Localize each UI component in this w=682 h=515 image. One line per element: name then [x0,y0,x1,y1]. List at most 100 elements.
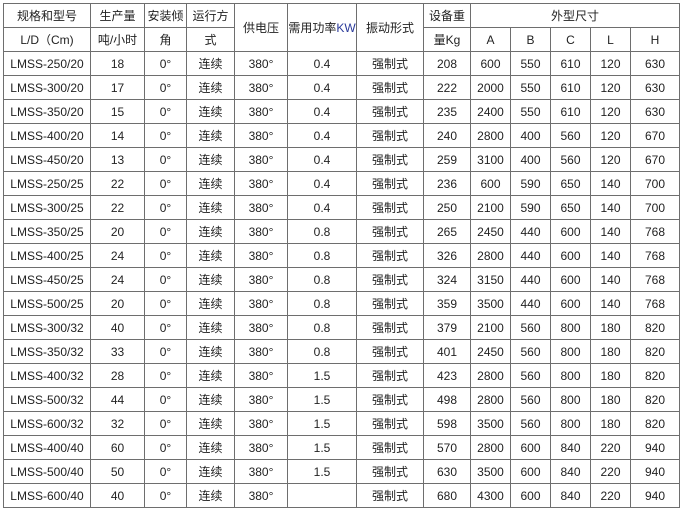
cell-weight: 240 [423,123,471,148]
cell-power: 1.5 [287,387,357,412]
cell-mode: 连续 [186,99,235,124]
cell-weight: 236 [423,171,471,196]
cell-dim-h: 700 [630,195,680,220]
cell-dim-h: 630 [630,51,680,76]
cell-dim-h: 940 [630,435,680,460]
cell-dim-b: 400 [510,147,551,172]
header-capacity: 生产量 [90,3,145,28]
cell-vibration: 强制式 [356,267,424,292]
header-power-unit: KW [336,21,356,35]
cell-angle: 0° [144,171,187,196]
cell-model: LMSS-500/40 [3,459,91,484]
cell-capacity: 28 [90,363,145,388]
cell-capacity: 20 [90,291,145,316]
cell-weight: 379 [423,315,471,340]
cell-dim-h: 820 [630,363,680,388]
cell-angle: 0° [144,483,187,508]
cell-vibration: 强制式 [356,411,424,436]
cell-angle: 0° [144,435,187,460]
header-model: 规格和型号 [3,3,91,28]
cell-dim-c: 840 [550,459,591,484]
cell-dim-b: 560 [510,315,551,340]
cell-dim-a: 3100 [470,147,511,172]
cell-dim-l: 180 [590,315,631,340]
cell-dim-a: 2800 [470,363,511,388]
cell-mode: 连续 [186,483,235,508]
cell-dim-b: 550 [510,75,551,100]
cell-power: 1.5 [287,411,357,436]
cell-capacity: 14 [90,123,145,148]
cell-vibration: 强制式 [356,99,424,124]
cell-capacity: 17 [90,75,145,100]
cell-power: 1.5 [287,435,357,460]
cell-dim-a: 3150 [470,267,511,292]
cell-capacity: 24 [90,267,145,292]
cell-angle: 0° [144,51,187,76]
cell-model: LMSS-350/32 [3,339,91,364]
table-row: LMSS-350/32 33 0° 连续 380° 0.8 强制式 401 2450 560 800… [3,339,680,364]
cell-dim-c: 840 [550,483,591,508]
cell-weight: 498 [423,387,471,412]
cell-mode: 连续 [186,315,235,340]
cell-power: 0.8 [287,315,357,340]
cell-vibration: 强制式 [356,51,424,76]
cell-vibration: 强制式 [356,195,424,220]
cell-dim-a: 2100 [470,315,511,340]
cell-dim-l: 120 [590,75,631,100]
cell-voltage: 380° [234,291,288,316]
cell-power: 0.8 [287,291,357,316]
cell-dim-l: 140 [590,291,631,316]
cell-mode: 连续 [186,171,235,196]
cell-weight: 208 [423,51,471,76]
cell-weight: 259 [423,147,471,172]
cell-dim-l: 180 [590,339,631,364]
cell-voltage: 380° [234,99,288,124]
cell-model: LMSS-300/20 [3,75,91,100]
cell-model: LMSS-400/20 [3,123,91,148]
header-capacity-sub: 吨/小时 [90,27,145,52]
cell-voltage: 380° [234,387,288,412]
cell-angle: 0° [144,459,187,484]
header-row-2: L/D（Cm) 吨/小时 角 式 量Kg A B C L H [3,27,680,52]
table-row: LMSS-400/32 28 0° 连续 380° 1.5 强制式 423 2800 560 800… [3,363,680,388]
cell-mode: 连续 [186,363,235,388]
cell-voltage: 380° [234,363,288,388]
header-mode: 运行方 [186,3,235,28]
header-model-sub: L/D（Cm) [3,27,91,52]
cell-vibration: 强制式 [356,75,424,100]
cell-weight: 250 [423,195,471,220]
cell-dim-a: 3500 [470,291,511,316]
cell-dim-a: 600 [470,51,511,76]
table-row: LMSS-400/20 14 0° 连续 380° 0.4 强制式 240 2800 400 560… [3,123,680,148]
cell-vibration: 强制式 [356,459,424,484]
cell-dim-b: 600 [510,483,551,508]
cell-model: LMSS-600/40 [3,483,91,508]
cell-capacity: 22 [90,195,145,220]
cell-dim-a: 3500 [470,459,511,484]
cell-voltage: 380° [234,51,288,76]
cell-dim-c: 800 [550,339,591,364]
cell-dim-l: 180 [590,411,631,436]
cell-angle: 0° [144,243,187,268]
cell-angle: 0° [144,291,187,316]
header-dimensions: 外型尺寸 [470,3,680,28]
cell-dim-h: 768 [630,219,680,244]
cell-dim-h: 670 [630,147,680,172]
cell-vibration: 强制式 [356,291,424,316]
cell-weight: 680 [423,483,471,508]
cell-dim-c: 650 [550,195,591,220]
cell-vibration: 强制式 [356,363,424,388]
cell-dim-c: 600 [550,219,591,244]
cell-weight: 570 [423,435,471,460]
cell-model: LMSS-500/32 [3,387,91,412]
cell-dim-b: 440 [510,267,551,292]
cell-angle: 0° [144,219,187,244]
cell-voltage: 380° [234,75,288,100]
cell-capacity: 33 [90,339,145,364]
cell-dim-l: 220 [590,483,631,508]
cell-dim-l: 140 [590,243,631,268]
cell-capacity: 32 [90,411,145,436]
cell-dim-a: 2800 [470,123,511,148]
cell-dim-l: 140 [590,219,631,244]
table-row: LMSS-600/40 40 0° 连续 380° 强制式 680 4300 600 840 220… [3,483,680,508]
